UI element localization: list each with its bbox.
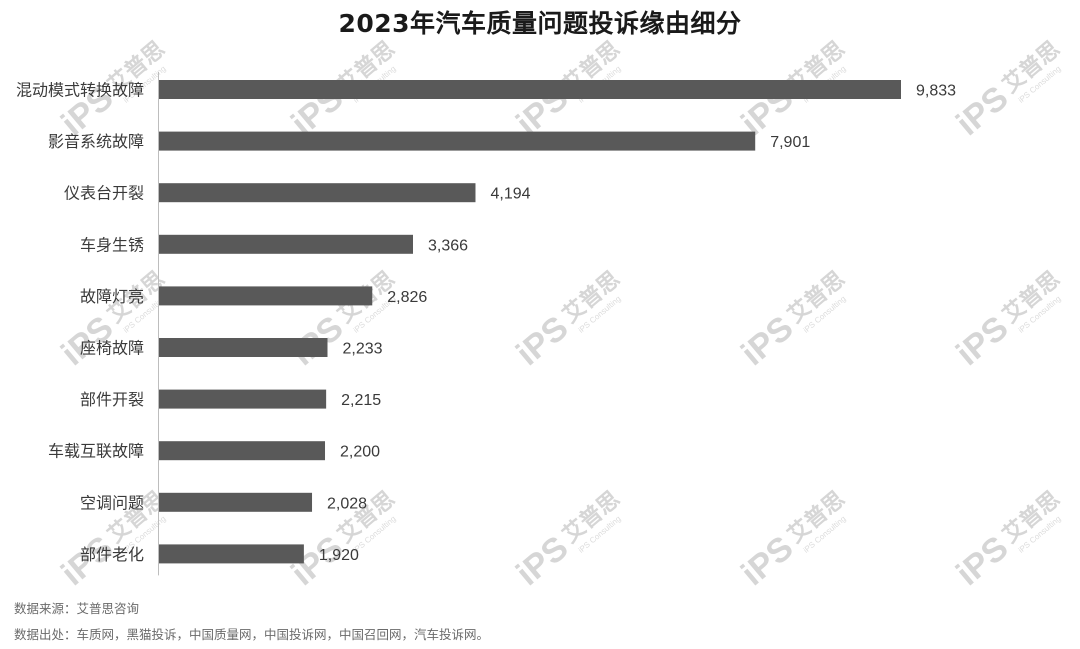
category-label: 车载互联故障 <box>48 442 144 461</box>
value-label: 2,215 <box>341 392 381 409</box>
bar <box>159 492 313 512</box>
value-label: 2,028 <box>327 495 367 512</box>
value-label: 7,901 <box>770 134 810 151</box>
value-label: 4,194 <box>490 186 530 203</box>
category-label: 故障灯亮 <box>80 287 144 306</box>
value-label: 9,833 <box>916 83 956 100</box>
category-labels-group: 混动模式转换故障影音系统故障仪表台开裂车身生锈故障灯亮座椅故障部件开裂车载互联故… <box>16 81 144 564</box>
value-label: 2,200 <box>340 444 380 461</box>
category-label: 部件开裂 <box>80 390 144 409</box>
category-label: 影音系统故障 <box>48 132 144 151</box>
category-label: 车身生锈 <box>80 235 144 254</box>
value-label: 2,233 <box>343 341 383 358</box>
data-source-note: 数据来源：艾普思咨询 <box>14 601 140 616</box>
category-label: 空调问题 <box>80 493 144 512</box>
category-label: 混动模式转换故障 <box>16 81 144 100</box>
bar <box>159 389 327 409</box>
bar <box>159 286 373 306</box>
value-label: 2,826 <box>387 289 427 306</box>
bar <box>159 544 304 564</box>
bar <box>159 441 326 461</box>
category-label: 部件老化 <box>80 545 144 564</box>
bar <box>159 131 756 151</box>
value-label: 1,920 <box>319 547 359 564</box>
bar <box>159 183 476 203</box>
bar <box>159 234 413 254</box>
bar <box>159 80 901 99</box>
data-origin-note: 数据出处：车质网，黑猫投诉，中国质量网，中国投诉网，中国召回网，汽车投诉网。 <box>14 627 490 642</box>
category-label: 仪表台开裂 <box>64 184 144 203</box>
bars-group <box>159 80 901 564</box>
category-label: 座椅故障 <box>80 339 144 358</box>
value-label: 3,366 <box>428 237 468 254</box>
value-labels-group: 9,833 7,901 4,194 3,366 2,826 2,233 2,215 2,200… <box>319 83 956 564</box>
bar <box>159 338 328 357</box>
chart-title: 2023年汽车质量问题投诉缘由细分 <box>338 9 742 38</box>
